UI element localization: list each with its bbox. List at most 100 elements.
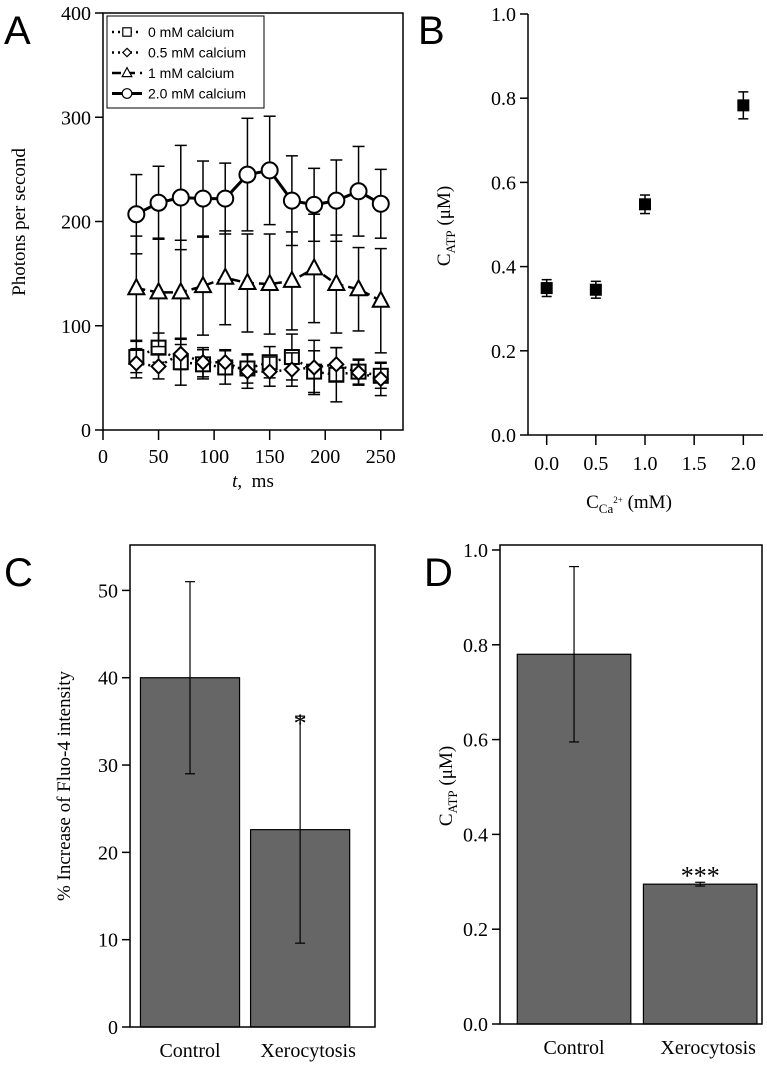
- triangle-marker: [237, 271, 258, 291]
- y-tick-label: 30: [98, 755, 118, 777]
- category-label: Control: [159, 1040, 221, 1062]
- diamond-marker: [121, 47, 133, 58]
- y-tick-label: 1.0: [463, 540, 488, 562]
- legend: 0 mM calcium 0.5 mM calcium 1 mM calcium 2.…: [106, 15, 265, 109]
- diamond-marker: [350, 364, 367, 382]
- panel-label-d: D: [424, 551, 453, 595]
- panel-c-ylabel: % Increase of Fluo-4 intensity: [54, 670, 75, 901]
- series-line: [135, 168, 382, 216]
- triangle-marker: [282, 269, 302, 288]
- legend-marker: [121, 47, 133, 58]
- triangle-marker: [326, 272, 347, 292]
- triangle-marker: [348, 278, 369, 297]
- series-0-mm-calcium: [128, 332, 389, 403]
- y-tick-label: 20: [98, 842, 118, 864]
- panel-a-ylabel: Photons per second: [9, 148, 30, 296]
- y-tick-label: 0.4: [491, 257, 516, 279]
- y-tick-label: 400: [61, 3, 91, 25]
- panel-b-ylabel-sub: ATP: [443, 230, 458, 253]
- x-tick-label: 100: [199, 446, 229, 468]
- circle-marker: [171, 188, 190, 207]
- panel-b-xlabel-unit: (mM): [623, 492, 672, 513]
- panel-a: 0 100 200 300 400 0 50 100 150 200 250 0 mM calcium…: [61, 3, 404, 468]
- triangle-marker: [121, 66, 133, 78]
- x-tick-label: 50: [149, 446, 169, 468]
- y-tick-label: 0.8: [463, 635, 488, 657]
- panel-label-a: A: [4, 9, 31, 53]
- y-tick-label: 10: [98, 930, 118, 952]
- diamond-marker: [372, 370, 390, 388]
- y-tick-label: 0: [81, 420, 91, 442]
- circle-marker: [305, 195, 324, 214]
- diamond-marker: [172, 345, 190, 363]
- panel-a-xlabel: t, ms: [232, 471, 274, 492]
- triangle-marker: [215, 266, 235, 285]
- triangle-marker: [304, 257, 324, 276]
- x-tick-label: 0: [98, 446, 108, 468]
- triangle-marker: [371, 289, 391, 308]
- circle-marker: [127, 205, 146, 224]
- triangle-marker: [148, 281, 169, 300]
- legend-label: 0 mM calcium: [148, 24, 234, 40]
- x-tick-label: 0.0: [534, 453, 559, 475]
- category-label: Xerocytosis: [660, 1037, 756, 1059]
- panel-c: Control * Xerocytosis 0 10 20 30 40 50: [98, 544, 376, 1062]
- circle-marker: [260, 161, 279, 180]
- diamond-marker: [305, 359, 323, 376]
- panel-b-xlabel: CCa2+ (mM): [586, 492, 672, 516]
- x-tick-label: 1.5: [682, 453, 707, 475]
- legend-marker: [121, 88, 133, 99]
- legend-marker: [121, 66, 133, 78]
- y-tick-label: 40: [98, 668, 118, 690]
- legend-label: 2.0 mM calcium: [148, 86, 246, 102]
- circle-marker: [121, 88, 133, 99]
- diamond-marker: [216, 353, 234, 371]
- y-tick-label: 200: [61, 212, 91, 234]
- y-tick-label: 0.6: [491, 172, 516, 194]
- panel-b-xlabel-sup: 2+: [613, 495, 623, 505]
- circle-marker: [238, 165, 257, 184]
- diamond-marker: [239, 363, 256, 381]
- data-point: [639, 198, 652, 211]
- triangle-marker: [193, 275, 213, 294]
- circle-marker: [216, 189, 235, 208]
- series-2-0-mm-calcium: [127, 115, 390, 255]
- panel-d-ylabel: CATP (μM): [436, 746, 460, 826]
- panel-label-b: B: [418, 9, 445, 53]
- y-tick-label: 0.2: [463, 919, 488, 941]
- panel-b-xlabel-sub: Ca: [599, 501, 614, 516]
- circle-marker: [282, 191, 301, 210]
- plot-frame: [129, 544, 376, 1028]
- triangle-marker: [171, 281, 191, 300]
- diamond-marker: [283, 361, 301, 378]
- panel-b: 0.0 0.2 0.4 0.6 0.8 1.0 0.0 0.5 1.0 1.5 2.0: [491, 4, 763, 475]
- circle-marker: [327, 191, 346, 210]
- x-tick-label: 250: [366, 446, 396, 468]
- diamond-marker: [194, 353, 212, 371]
- legend-label: 1 mM calcium: [148, 65, 234, 81]
- circle-marker: [371, 194, 390, 213]
- y-tick-label: 300: [61, 107, 91, 129]
- data-point: [737, 99, 750, 112]
- bar: [642, 883, 758, 1025]
- significance-label: ***: [681, 861, 720, 890]
- panel-b-ylabel-unit: (μM): [434, 186, 455, 231]
- square-marker: [122, 27, 132, 37]
- circle-marker: [349, 182, 368, 201]
- panel-d: Control *** Xerocytosis 0.0 0.2 0.4 0.6 0.8 1.0: [463, 540, 763, 1059]
- panel-b-ylabel: CATP (μM): [434, 186, 458, 266]
- triangle-marker: [126, 277, 146, 296]
- y-tick-label: 1.0: [491, 4, 516, 26]
- diamond-marker: [150, 357, 167, 375]
- diamond-marker: [127, 354, 145, 372]
- panel-d-ylabel-main: C: [436, 813, 457, 826]
- y-tick-label: 0: [108, 1017, 118, 1039]
- x-tick-label: 2.0: [731, 453, 756, 475]
- circle-marker: [194, 189, 212, 208]
- panel-d-ylabel-unit: (μM): [436, 746, 457, 791]
- diamond-marker: [261, 363, 279, 381]
- category-label: Xerocytosis: [260, 1040, 356, 1062]
- diamond-marker: [327, 355, 345, 373]
- data-point: [540, 282, 553, 295]
